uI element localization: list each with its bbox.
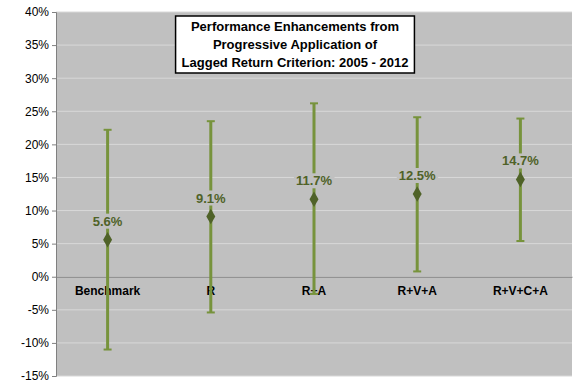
- data-labels: 5.6% 9.1% 11.7% 12.5% 14.7%: [91, 153, 541, 228]
- y-tick-label: -10%: [21, 336, 49, 350]
- error-cap: [413, 270, 421, 272]
- marker: [310, 192, 319, 208]
- y-tick-mark: [52, 78, 56, 79]
- data-label: 12.5%: [399, 168, 436, 183]
- marker: [413, 186, 422, 202]
- y-tick: 20%: [25, 138, 56, 152]
- y-tick-label: 30%: [25, 72, 49, 86]
- data-label: 5.6%: [93, 214, 123, 229]
- error-cap: [413, 116, 421, 118]
- data-label: 14.7%: [502, 153, 539, 168]
- y-tick-mark: [52, 211, 56, 212]
- data-label: 9.1%: [196, 191, 226, 206]
- y-tick-label: 15%: [25, 171, 49, 185]
- error-cap: [207, 311, 215, 313]
- y-tick-mark: [52, 244, 56, 245]
- y-tick-label: 25%: [25, 105, 49, 119]
- y-tick: 30%: [25, 72, 56, 86]
- y-tick-label: -5%: [28, 303, 50, 317]
- y-tick: 0%: [32, 270, 56, 284]
- grid-line: [56, 12, 572, 13]
- data-label-bg: [397, 168, 438, 183]
- y-tick-mark: [52, 376, 56, 377]
- y-tick-label: 10%: [25, 204, 49, 218]
- y-tick-mark: [52, 277, 56, 278]
- marker: [516, 172, 525, 188]
- error-cap: [207, 120, 215, 122]
- title-box: Performance Enhancements fromProgressive…: [176, 16, 415, 73]
- error-cap: [516, 240, 524, 242]
- y-tick-label: 35%: [25, 38, 49, 52]
- y-tick-mark: [52, 310, 56, 311]
- y-axis: -15% -10% -5% 0% 5% 10% 15% 20% 25% 30% 35% 40%: [21, 5, 57, 383]
- y-tick-mark: [52, 45, 56, 46]
- y-tick-label: 20%: [25, 138, 49, 152]
- title-frame: [176, 16, 415, 73]
- error-cap: [516, 118, 524, 120]
- error-cap: [104, 129, 112, 131]
- marker: [103, 232, 112, 248]
- error-cap: [104, 349, 112, 351]
- grid-line: [56, 309, 572, 310]
- x-tick-label: R+V+A: [398, 284, 438, 298]
- x-tick: R+V+C+A: [493, 277, 548, 299]
- x-tick: R+V+A: [398, 277, 438, 299]
- y-tick-mark: [52, 111, 56, 112]
- y-tick: -5%: [28, 303, 56, 317]
- data-label-bg: [500, 153, 541, 168]
- grid-line: [56, 78, 572, 79]
- grid-line: [56, 376, 572, 377]
- title: Performance Enhancements fromProgressive…: [182, 19, 409, 70]
- grid-line: [56, 342, 572, 343]
- data-label-bg: [194, 191, 228, 206]
- marks: [103, 103, 525, 349]
- error-cap: [310, 102, 318, 104]
- y-tick-label: 5%: [32, 237, 50, 251]
- x-tick-label: R+V+C+A: [493, 284, 548, 298]
- plot-area: [56, 12, 572, 376]
- y-tick: 10%: [25, 204, 56, 218]
- y-tick: 35%: [25, 38, 56, 52]
- y-tick-mark: [52, 177, 56, 178]
- y-axis-line: [52, 13, 57, 377]
- y-tick: 25%: [25, 105, 56, 119]
- y-tick-label: -15%: [21, 369, 49, 383]
- y-tick: -10%: [21, 336, 56, 350]
- y-tick-mark: [52, 343, 56, 344]
- error-cap: [310, 293, 318, 295]
- data-label: 11.7%: [296, 173, 333, 188]
- y-tick-mark: [52, 12, 56, 13]
- grid: [56, 12, 572, 376]
- chart: -15%-10%-5%0%5%10%15%20%25%30%35%40%Benc…: [0, 0, 576, 384]
- y-tick: -15%: [21, 369, 56, 383]
- y-tick: 15%: [25, 171, 56, 185]
- y-tick: 40%: [25, 5, 56, 19]
- data-label-bg: [91, 214, 125, 229]
- data-label-bg: [294, 173, 335, 188]
- y-tick-mark: [52, 144, 56, 145]
- y-tick-label: 40%: [25, 5, 49, 19]
- marker: [206, 209, 215, 225]
- y-tick: 5%: [32, 237, 56, 251]
- y-tick-label: 0%: [32, 270, 50, 284]
